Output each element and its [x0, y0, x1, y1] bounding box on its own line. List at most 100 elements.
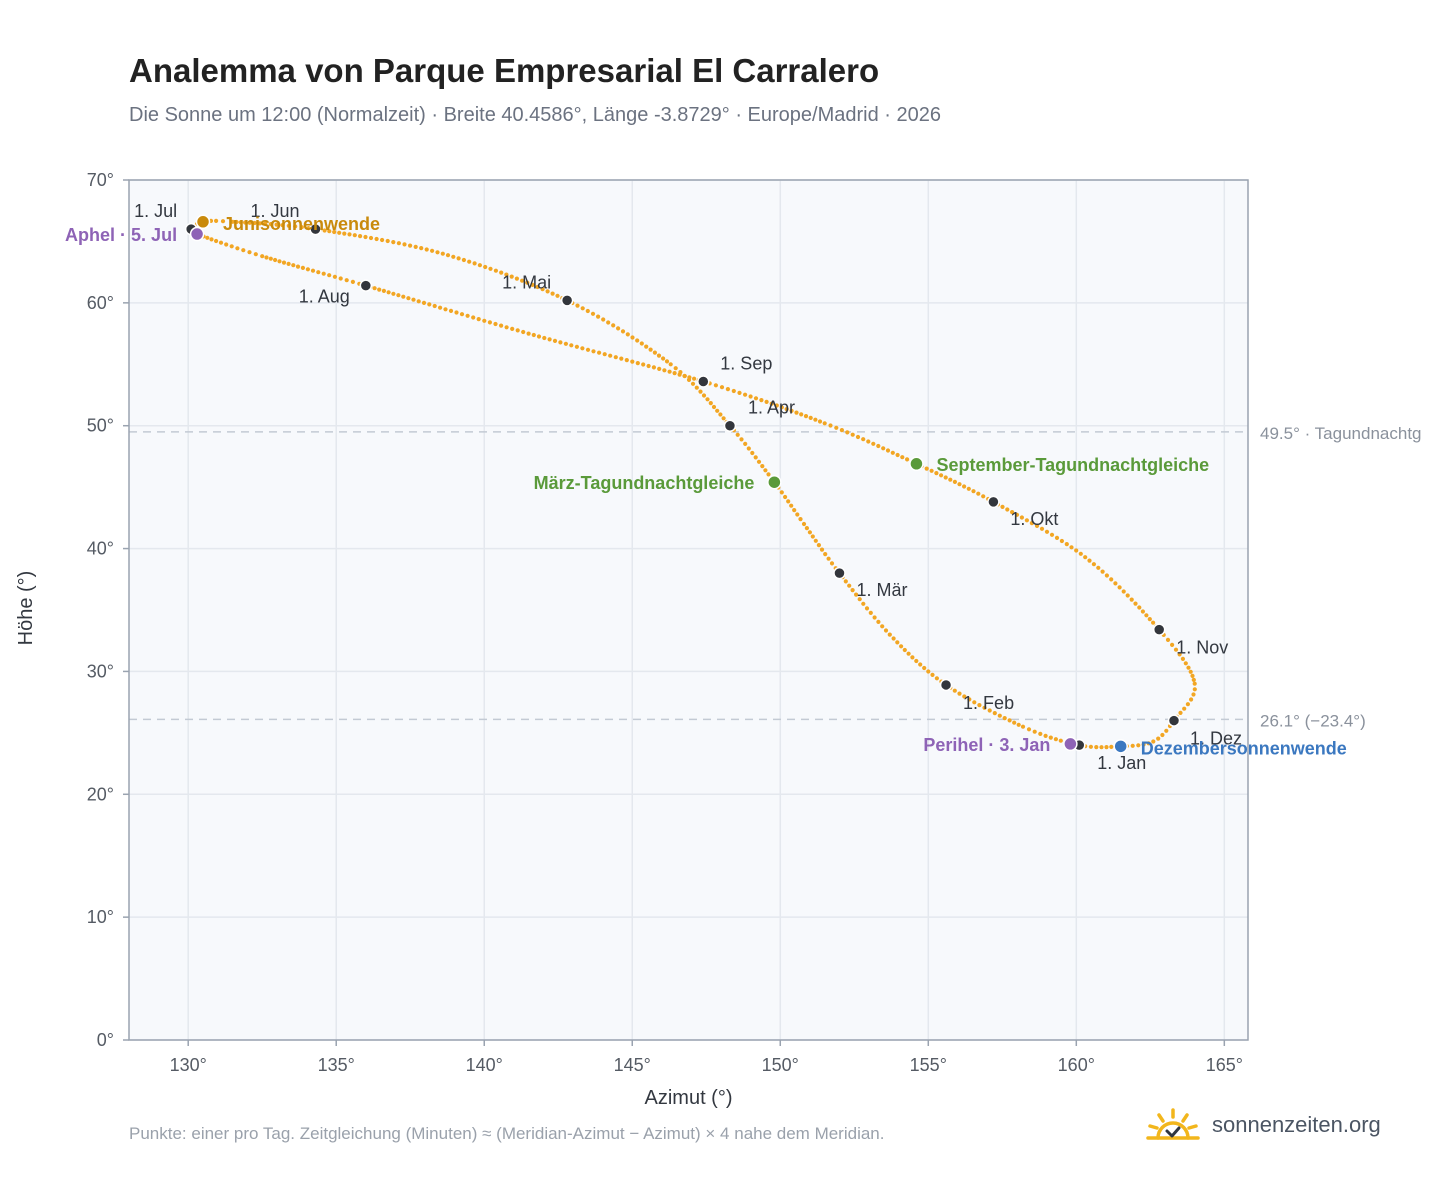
analemma-day-dot [585, 308, 590, 314]
y-tick-label: 10° [87, 907, 114, 927]
analemma-day-dot [293, 224, 298, 229]
analemma-day-dot [521, 329, 526, 335]
analemma-day-dot [737, 390, 742, 395]
analemma-day-dot [427, 302, 432, 307]
analemma-day-dot [482, 318, 487, 323]
analemma-day-dot [1000, 504, 1005, 509]
analemma-day-dot [962, 484, 967, 489]
y-tick-label: 70° [87, 170, 114, 190]
analemma-day-dot [514, 276, 520, 281]
analemma-day-dot [646, 363, 651, 369]
analemma-day-dot [661, 356, 666, 361]
analemma-day-dot [332, 274, 337, 279]
analemma-day-dot [1147, 617, 1152, 622]
analemma-day-dot [763, 468, 768, 473]
analemma-day-dot [487, 320, 492, 325]
analemma-day-dot [574, 344, 580, 349]
analemma-day-dot [834, 425, 839, 430]
event-label: September-Tagundnachtgleiche [936, 455, 1209, 475]
analemma-day-dot [316, 270, 321, 275]
analemma-day-dot [692, 376, 697, 381]
analemma-day-dot [459, 312, 465, 317]
analemma-day-dot [694, 385, 699, 390]
analemma-day-dot [540, 287, 545, 292]
x-axis-label: Azimut (°) [645, 1087, 733, 1109]
analemma-day-dot [766, 472, 771, 477]
analemma-day-dot [220, 219, 226, 224]
analemma-day-dot [535, 284, 540, 290]
analemma-day-dot [756, 459, 762, 464]
analemma-day-dot [804, 526, 810, 531]
month-label: 1. Mär [856, 580, 907, 600]
analemma-day-dot [358, 234, 363, 239]
month-marker [560, 294, 574, 307]
analemma-day-dot [1002, 716, 1007, 721]
analemma-day-dot [616, 326, 621, 331]
analemma-day-dot [774, 403, 779, 408]
analemma-day-dot [1091, 562, 1096, 567]
analemma-day-dot [299, 225, 304, 230]
analemma-day-dot [883, 628, 889, 633]
analemma-day-dot [698, 389, 703, 394]
analemma-day-dot [817, 419, 823, 424]
analemma-day-dot [891, 636, 896, 641]
analemma-day-dot [337, 230, 342, 235]
analemma-day-dot [1165, 637, 1171, 643]
analemma-day-dot [421, 300, 427, 305]
reference-line-label: 26.1° (−23.4°) [1260, 711, 1366, 730]
month-marker [939, 678, 953, 692]
analemma-day-dot [596, 314, 601, 319]
analemma-day-dot [850, 432, 855, 437]
analemma-day-dot [1191, 677, 1196, 683]
analemma-day-dot [438, 305, 443, 310]
event-label: Aphel · 5. Jul [65, 225, 177, 245]
analemma-day-dot [982, 705, 987, 710]
analemma-day-dot [630, 359, 635, 364]
analemma-day-dot [981, 494, 986, 499]
analemma-day-dot [1151, 739, 1156, 744]
analemma-day-dot [926, 669, 931, 674]
analemma-day-dot [552, 338, 558, 343]
analemma-day-dot [813, 538, 818, 543]
month-label: 1. Feb [963, 693, 1014, 713]
analemma-day-dot [1164, 728, 1169, 733]
analemma-day-dot [608, 353, 613, 358]
analemma-day-dot [461, 257, 466, 263]
analemma-day-dot [1100, 569, 1105, 574]
analemma-day-dot [440, 251, 445, 256]
analemma-day-dot [657, 366, 662, 371]
analemma-day-dot [1178, 710, 1183, 716]
analemma-day-dot [1034, 523, 1040, 529]
analemma-day-dot [743, 392, 748, 397]
analemma-day-dot [795, 512, 800, 517]
analemma-day-dot [1024, 518, 1029, 523]
analemma-day-dot [1183, 661, 1188, 666]
analemma-day-dot [424, 247, 429, 252]
analemma-day-dot [408, 243, 413, 248]
analemma-day-dot [597, 350, 602, 355]
analemma-day-dot [910, 655, 915, 660]
analemma-day-dot [881, 446, 886, 451]
analemma-day-dot [1074, 548, 1079, 553]
analemma-day-dot [1191, 692, 1196, 697]
analemma-day-dot [477, 263, 482, 268]
analemma-day-dot [976, 491, 981, 496]
analemma-day-dot [1173, 647, 1179, 652]
analemma-day-dot [504, 325, 509, 330]
analemma-day-dot [857, 597, 862, 602]
analemma-day-dot [230, 219, 235, 224]
analemma-day-dot [253, 252, 258, 257]
analemma-day-dot [291, 263, 296, 268]
analemma-day-dot [843, 579, 848, 584]
analemma-day-dot [619, 356, 624, 361]
analemma-day-dot [1151, 620, 1156, 625]
y-tick-label: 50° [87, 416, 114, 436]
analemma-day-dot [1104, 573, 1109, 578]
brand-logo[interactable]: sonnenzeiten.org [1146, 1100, 1381, 1150]
analemma-day-dot [295, 264, 301, 269]
x-tick-label: 155° [910, 1055, 947, 1075]
month-label: 1. Jan [1097, 753, 1146, 773]
analemma-day-dot [648, 347, 653, 352]
analemma-day-dot [352, 233, 357, 238]
analemma-day-dot [715, 408, 720, 413]
